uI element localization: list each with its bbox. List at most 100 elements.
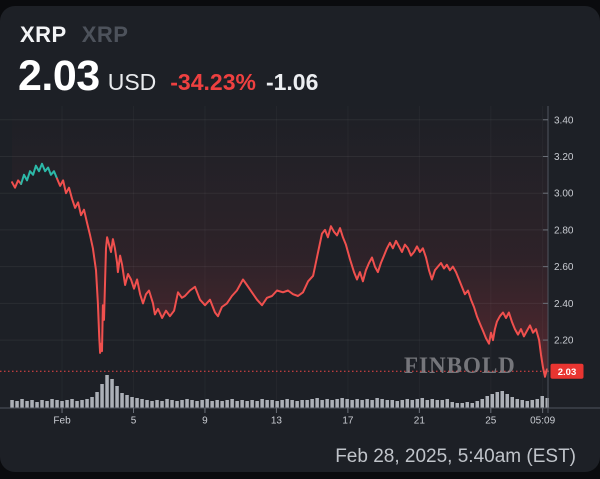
volume-bar — [335, 399, 339, 408]
volume-bar — [530, 400, 534, 408]
volume-bar — [360, 400, 364, 408]
volume-bar — [50, 399, 54, 408]
volume-bar — [365, 399, 369, 408]
volume-bar — [490, 394, 494, 408]
volume-bar — [130, 397, 134, 408]
x-axis-label: 25 — [485, 416, 497, 427]
price-change-percent: -34.23% — [170, 69, 256, 95]
volume-bar — [415, 399, 419, 408]
volume-bar — [295, 401, 299, 408]
volume-bar — [465, 402, 469, 408]
volume-bar — [380, 399, 384, 408]
volume-bar — [515, 399, 519, 408]
volume-bar — [120, 393, 124, 408]
volume-bar — [65, 400, 69, 408]
volume-bar — [475, 401, 479, 408]
volume-bar — [190, 400, 194, 408]
volume-bar — [450, 402, 454, 408]
volume-bar — [355, 399, 359, 408]
chart-timestamp: Feb 28, 2025, 5:40am (EST) — [335, 446, 576, 467]
symbol-primary: XRP — [20, 22, 67, 47]
volume-bar — [370, 400, 374, 408]
volume-bar — [10, 400, 14, 408]
price-value: 2.03 — [18, 52, 100, 100]
volume-bar — [230, 399, 234, 408]
volume-bar — [140, 399, 144, 408]
volume-bar — [85, 399, 89, 408]
price-line-line_red — [11, 179, 23, 189]
x-axis-label: 21 — [414, 416, 426, 427]
volume-bar — [160, 401, 164, 408]
price-line-line_red — [56, 177, 549, 378]
y-axis-label: 2.60 — [554, 262, 574, 273]
volume-bar — [310, 399, 314, 408]
current-price-badge — [550, 363, 584, 379]
volume-bar — [90, 397, 94, 408]
volume-bar — [15, 401, 19, 408]
price-row: 2.03 USD -34.23% -1.06 — [18, 52, 318, 101]
volume-bar — [170, 400, 174, 408]
volume-bar — [535, 399, 539, 408]
volume-bar — [285, 399, 289, 408]
volume-bar — [150, 401, 154, 408]
volume-bar — [250, 400, 254, 408]
volume-bar — [430, 399, 434, 408]
y-axis-label: 3.40 — [554, 115, 574, 126]
y-axis-label: 2.20 — [554, 336, 574, 347]
volume-bar — [315, 398, 319, 408]
volume-bar — [25, 401, 29, 408]
volume-bar — [145, 400, 149, 408]
volume-bar — [105, 375, 109, 408]
volume-bar — [480, 399, 484, 408]
price-change-absolute: -1.06 — [265, 69, 319, 95]
volume-bar — [375, 398, 379, 408]
x-axis-label: 05:09 — [530, 416, 555, 427]
volume-bar — [385, 400, 389, 408]
volume-bar — [320, 400, 324, 408]
volume-bar — [260, 399, 264, 408]
volume-bar — [175, 401, 179, 408]
volume-bar — [255, 401, 259, 408]
volume-bar — [505, 394, 509, 408]
volume-bar — [440, 400, 444, 408]
volume-bar — [470, 403, 474, 408]
volume-bar — [220, 401, 224, 408]
volume-bar — [135, 398, 139, 408]
volume-bar — [435, 400, 439, 408]
volume-bar — [510, 397, 514, 408]
symbol-secondary: XRP — [81, 22, 129, 47]
price-line-line_teal — [20, 162, 58, 185]
volume-bar — [425, 400, 429, 408]
volume-bar — [280, 400, 284, 408]
volume-bar — [395, 401, 399, 408]
volume-bar — [445, 399, 449, 408]
volume-bar — [195, 401, 199, 408]
volume-bar — [345, 399, 349, 408]
volume-bar — [405, 399, 409, 408]
volume-bar — [520, 400, 524, 408]
volume-bar — [410, 400, 414, 408]
volume-bar — [460, 403, 464, 408]
volume-bar — [35, 402, 39, 408]
price-chart-canvas[interactable]: 3.40 3.20 3.00 2.80 2.60 2.40 2.20 Feb 5 9 13 17 21 2… — [0, 6, 600, 479]
volume-bar — [70, 399, 74, 408]
volume-bar — [115, 386, 119, 408]
y-axis-label: 2.40 — [554, 299, 574, 310]
volume-bar — [240, 400, 244, 408]
volume-bar — [60, 401, 64, 408]
volume-bar — [350, 400, 354, 408]
finbold-watermark: FINBOLD — [404, 353, 516, 378]
price-currency: USD — [107, 69, 157, 95]
y-axis-label: 3.20 — [554, 152, 574, 163]
volume-bar — [485, 396, 489, 408]
volume-bar — [500, 391, 504, 408]
volume-bar — [205, 399, 209, 408]
y-axis-label: 3.00 — [554, 189, 574, 200]
volume-bar — [155, 400, 159, 408]
volume-bar — [45, 401, 49, 408]
volume-bar — [75, 401, 79, 408]
volume-bar — [455, 403, 459, 408]
x-axis-label: 17 — [342, 416, 354, 427]
volume-bar — [540, 396, 544, 408]
